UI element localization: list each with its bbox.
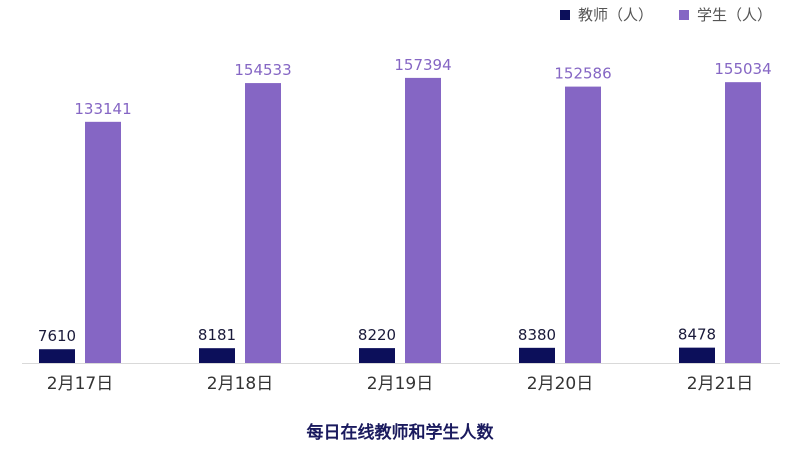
data-label-teacher: 7610 [38, 327, 76, 345]
legend: 教师（人） 学生（人） [559, 4, 772, 25]
legend-label-student: 学生（人） [696, 6, 772, 24]
data-label-teacher: 8181 [198, 326, 236, 344]
bar-student [725, 82, 761, 363]
x-tick-label: 2月17日 [47, 374, 113, 394]
data-label-student: 157394 [394, 56, 451, 74]
legend-label-teacher: 教师（人） [577, 6, 653, 24]
data-label-teacher: 8478 [678, 326, 716, 344]
bar-teacher [679, 347, 715, 363]
bar-teacher [359, 348, 395, 363]
bar-student [565, 86, 601, 364]
bar-teacher [199, 348, 235, 363]
legend-item-teacher: 教师（人） [559, 4, 653, 25]
x-tick-label: 2月21日 [687, 374, 753, 394]
data-label-student: 155034 [714, 60, 771, 78]
x-tick-label: 2月20日 [527, 374, 593, 394]
bar-student [405, 77, 441, 363]
data-label-student: 133141 [74, 100, 131, 118]
x-tick-label: 2月19日 [367, 374, 433, 394]
legend-swatch-teacher [559, 9, 570, 20]
data-label-teacher: 8220 [358, 326, 396, 344]
x-tick-label: 2月18日 [207, 374, 273, 394]
legend-swatch-student [678, 9, 689, 20]
legend-item-student: 学生（人） [678, 4, 772, 25]
data-label-student: 152586 [554, 65, 611, 83]
chart-title: 每日在线教师和学生人数 [306, 423, 494, 443]
data-label-student: 154533 [234, 61, 291, 79]
bar-student [245, 83, 281, 363]
bar-teacher [39, 349, 75, 363]
bar-teacher [519, 347, 555, 363]
bar-student [85, 121, 121, 363]
data-label-teacher: 8380 [518, 326, 556, 344]
